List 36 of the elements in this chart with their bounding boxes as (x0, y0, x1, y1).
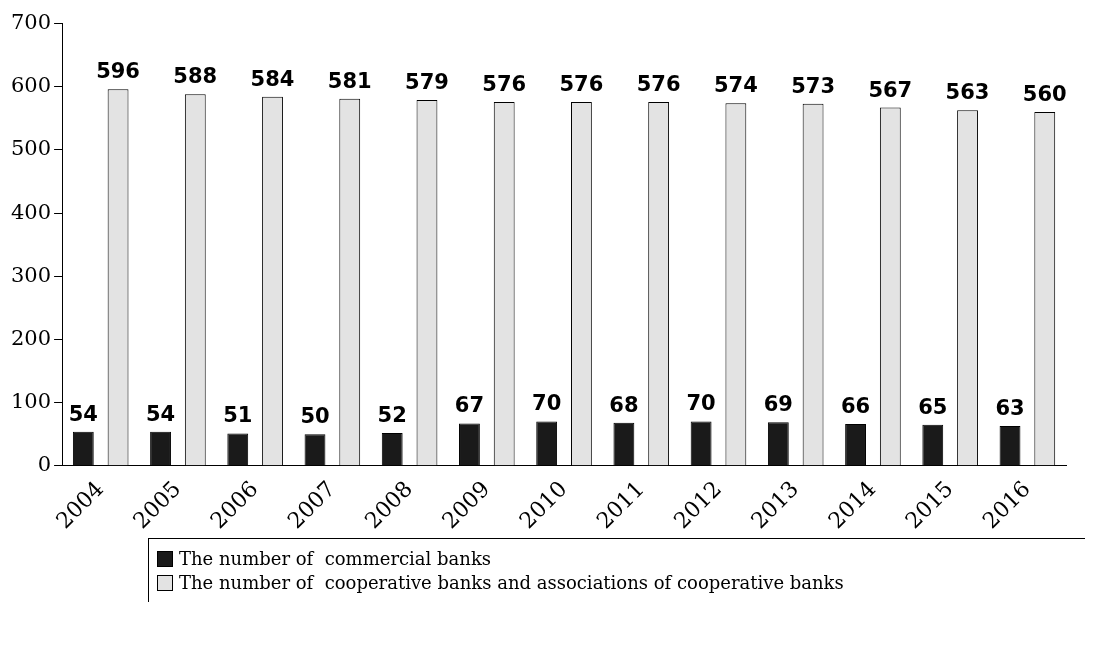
y-tick-label: 500 (10, 136, 52, 161)
data-label: 596 (96, 59, 140, 84)
data-label: 584 (250, 66, 295, 91)
data-label: 52 (377, 402, 407, 427)
data-label: 70 (532, 391, 562, 416)
data-label: 581 (327, 68, 372, 93)
data-label: 65 (918, 394, 948, 419)
data-label: 567 (868, 77, 913, 102)
y-tick-label: 300 (10, 262, 52, 287)
y-tick-label: 200 (10, 325, 52, 350)
data-label: 576 (559, 71, 604, 96)
data-label: 63 (995, 395, 1025, 420)
data-label: 563 (945, 80, 990, 105)
data-label: 67 (454, 393, 485, 418)
y-tick-label: 400 (10, 199, 52, 224)
y-tick-label: 100 (10, 389, 52, 414)
data-label: 51 (223, 403, 253, 428)
y-tick-label: 700 (10, 10, 52, 35)
y-tick-label: 600 (10, 73, 52, 98)
data-label: 560 (1022, 81, 1067, 106)
data-label: 573 (791, 73, 836, 98)
data-label: 579 (405, 69, 449, 94)
data-label: 576 (636, 71, 681, 96)
data-label: 69 (763, 392, 793, 417)
y-tick-label: 0 (37, 452, 52, 477)
data-label: 54 (145, 401, 176, 426)
data-label: 576 (482, 71, 527, 96)
data-label: 68 (609, 392, 639, 417)
data-label: 54 (68, 401, 98, 426)
data-label: 574 (713, 73, 758, 98)
data-label: 70 (686, 391, 716, 416)
data-label: 66 (840, 394, 871, 419)
data-label: 50 (300, 404, 330, 429)
legend-label: The number of cooperative banks and associations of cooperative banks (179, 572, 844, 593)
legend-label: The number of commercial banks (179, 548, 492, 569)
data-label: 588 (173, 64, 218, 89)
